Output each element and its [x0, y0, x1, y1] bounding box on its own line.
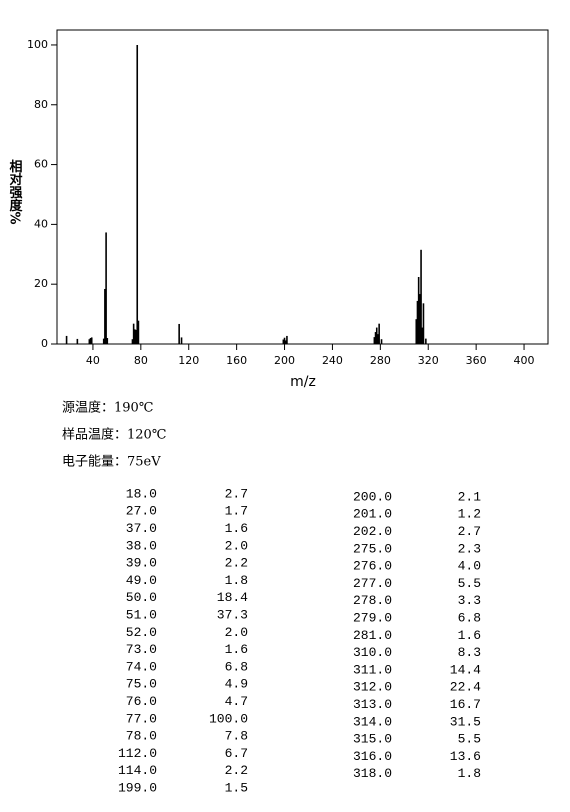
- table-mz: 52.0: [126, 625, 157, 640]
- table-mz: 202.0: [353, 524, 392, 539]
- x-tick-label: 160: [226, 354, 247, 367]
- table-intensity: 13.6: [450, 749, 481, 764]
- y-tick-label: 60: [34, 158, 48, 171]
- table-intensity: 1.7: [225, 504, 248, 519]
- table-mz: 37.0: [126, 521, 157, 536]
- y-tick-label: 0: [41, 337, 48, 350]
- table-intensity: 1.6: [225, 521, 248, 536]
- table-intensity: 2.0: [225, 625, 248, 640]
- x-tick-label: 280: [370, 354, 391, 367]
- table-mz: 112.0: [118, 746, 157, 761]
- table-mz: 275.0: [353, 541, 392, 556]
- table-intensity: 1.6: [225, 642, 248, 657]
- table-intensity: 31.5: [450, 714, 481, 729]
- x-tick-label: 40: [86, 354, 100, 367]
- table-mz: 276.0: [353, 559, 392, 574]
- table-intensity: 4.9: [225, 677, 248, 692]
- table-mz: 311.0: [353, 662, 392, 677]
- table-mz: 78.0: [126, 729, 157, 744]
- table-mz: 77.0: [126, 711, 157, 726]
- table-intensity: 2.7: [225, 486, 248, 501]
- table-mz: 281.0: [353, 628, 392, 643]
- table-intensity: 6.8: [458, 611, 481, 626]
- table-intensity: 2.0: [225, 538, 248, 553]
- note: 样品温度：120℃: [62, 427, 166, 443]
- table-mz: 200.0: [353, 489, 392, 504]
- table-intensity: 14.4: [450, 662, 481, 677]
- note: 电子能量：75eV: [62, 455, 161, 470]
- table-mz: 114.0: [118, 763, 157, 778]
- table-mz: 51.0: [126, 608, 157, 623]
- x-axis-label: m/z: [290, 374, 316, 390]
- y-tick-label: 40: [34, 217, 48, 230]
- table-mz: 74.0: [126, 659, 157, 674]
- table-mz: 75.0: [126, 677, 157, 692]
- table-intensity: 2.3: [458, 541, 481, 556]
- x-tick-label: 80: [134, 354, 148, 367]
- x-tick-label: 320: [418, 354, 439, 367]
- table-mz: 39.0: [126, 556, 157, 571]
- table-mz: 76.0: [126, 694, 157, 709]
- table-intensity: 5.5: [458, 576, 481, 591]
- table-intensity: 1.8: [458, 766, 481, 781]
- table-mz: 310.0: [353, 645, 392, 660]
- table-intensity: 8.3: [458, 645, 481, 660]
- table-intensity: 100.0: [209, 711, 248, 726]
- table-intensity: 6.7: [225, 746, 248, 761]
- table-mz: 18.0: [126, 486, 157, 501]
- table-mz: 27.0: [126, 504, 157, 519]
- table-intensity: 2.7: [458, 524, 481, 539]
- table-mz: 278.0: [353, 593, 392, 608]
- table-mz: 315.0: [353, 732, 392, 747]
- table-mz: 314.0: [353, 714, 392, 729]
- plot-frame: [56, 29, 549, 345]
- table-mz: 318.0: [353, 766, 392, 781]
- table-mz: 312.0: [353, 680, 392, 695]
- table-intensity: 22.4: [450, 680, 481, 695]
- table-intensity: 3.3: [458, 593, 481, 608]
- table-intensity: 1.8: [225, 573, 248, 588]
- table-mz: 38.0: [126, 538, 157, 553]
- y-tick-label: 100: [27, 38, 48, 51]
- table-intensity: 18.4: [217, 590, 248, 605]
- table-mz: 316.0: [353, 749, 392, 764]
- table-mz: 201.0: [353, 507, 392, 522]
- x-tick-label: 400: [514, 354, 535, 367]
- y-axis-label: 相对强度%: [7, 159, 23, 225]
- table-intensity: 37.3: [217, 608, 248, 623]
- table-mz: 313.0: [353, 697, 392, 712]
- table-intensity: 4.7: [225, 694, 248, 709]
- table-intensity: 1.6: [458, 628, 481, 643]
- table-mz: 199.0: [118, 781, 157, 796]
- table-intensity: 7.8: [225, 729, 248, 744]
- x-tick-label: 120: [178, 354, 199, 367]
- table-mz: 277.0: [353, 576, 392, 591]
- table-intensity: 6.8: [225, 659, 248, 674]
- x-tick-label: 200: [274, 354, 295, 367]
- table-intensity: 2.1: [458, 489, 482, 504]
- table-intensity: 1.2: [458, 507, 481, 522]
- y-tick-label: 20: [34, 277, 48, 290]
- note: 源温度：190℃: [62, 400, 153, 416]
- table-intensity: 16.7: [450, 697, 481, 712]
- table-intensity: 2.2: [225, 556, 248, 571]
- table-mz: 279.0: [353, 611, 392, 626]
- x-tick-label: 240: [322, 354, 343, 367]
- table-intensity: 1.5: [225, 781, 248, 796]
- table-intensity: 4.0: [458, 559, 481, 574]
- table-intensity: 2.2: [225, 763, 248, 778]
- x-tick-label: 360: [466, 354, 487, 367]
- table-intensity: 5.5: [458, 732, 481, 747]
- table-mz: 49.0: [126, 573, 157, 588]
- y-tick-label: 80: [34, 98, 48, 111]
- table-mz: 73.0: [126, 642, 157, 657]
- table-mz: 50.0: [126, 590, 157, 605]
